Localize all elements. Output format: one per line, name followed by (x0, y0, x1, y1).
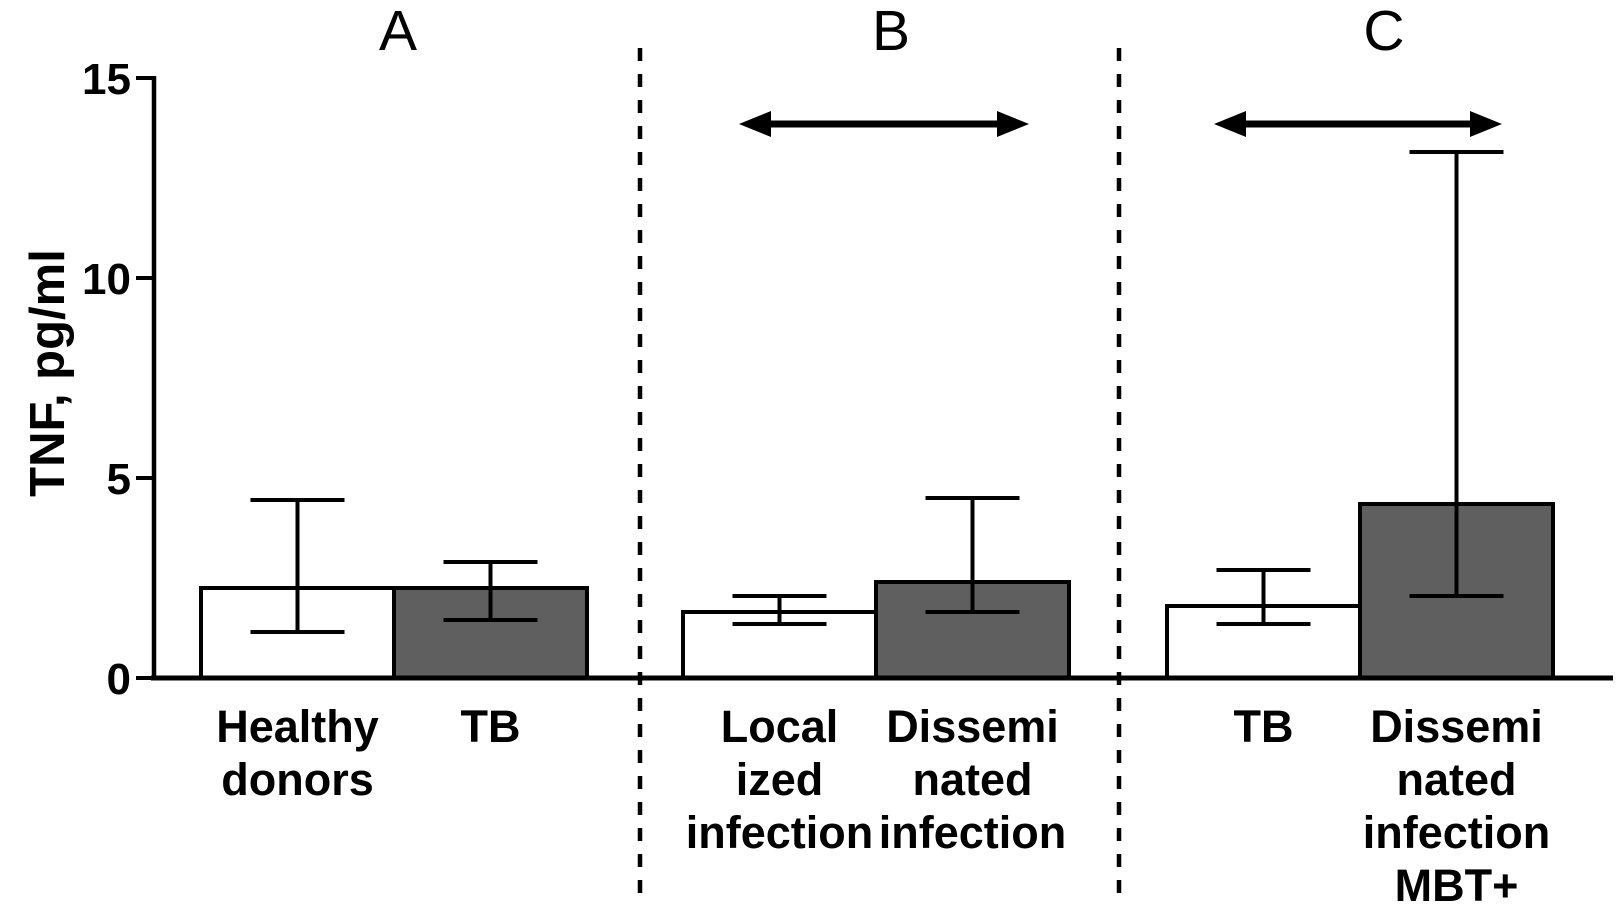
panel-title-c: C (1363, 0, 1404, 63)
y-tick-label-5: 5 (107, 455, 131, 504)
y-axis: 0 5 10 15 (82, 55, 157, 704)
error-bar-disseminated-infection-mbt (1409, 150, 1504, 598)
category-label-disseminated-infection-mbt-line-1: Dissemi (1370, 701, 1543, 752)
y-tick-label-15: 15 (82, 55, 131, 104)
y-tick-label-10: 10 (82, 255, 131, 304)
category-label-localized-infection-line-2: ized (736, 754, 824, 805)
error-bar-tb (1216, 568, 1311, 626)
category-label-disseminated-infection-mbt-line-2: nated (1396, 754, 1516, 805)
category-label-localized-infection-line-3: infection (686, 807, 874, 858)
arrowhead-right (997, 111, 1029, 137)
category-label-disseminated-infection-line-2: nated (912, 754, 1032, 805)
error-bar-tb (443, 560, 538, 622)
category-label-tb-line-1: TB (461, 701, 521, 752)
error-bar-disseminated-infection (925, 496, 1020, 614)
panel-titles: A B C (379, 0, 1405, 63)
panel-separators (637, 48, 1122, 898)
error-bar-healthy-donors (250, 498, 345, 634)
category-label-tb-line-1: TB (1234, 701, 1294, 752)
y-axis-title: TNF, pg/ml (21, 249, 75, 497)
category-label-healthy-donors-line-1: Healthy (216, 701, 379, 752)
y-tick-label-0: 0 (107, 655, 131, 704)
category-label-disseminated-infection-mbt-line-3: infection (1363, 807, 1551, 858)
category-label-disseminated-infection-line-3: infection (879, 807, 1067, 858)
arrowhead-left (739, 111, 771, 137)
category-label-disseminated-infection-line-1: Dissemi (886, 701, 1059, 752)
arrowhead-right (1470, 111, 1502, 137)
comparison-arrows (739, 111, 1502, 137)
category-label-healthy-donors-line-2: donors (221, 754, 374, 805)
category-label-localized-infection-line-1: Local (721, 701, 839, 752)
bars-group (199, 150, 1555, 680)
arrowhead-left (1214, 111, 1246, 137)
double-arrow-panel-c (1214, 111, 1502, 137)
error-bar-localized-infection (732, 594, 827, 626)
category-label-disseminated-infection-mbt-line-4: MBT+ (1395, 860, 1519, 904)
panel-title-b: B (872, 0, 910, 63)
double-arrow-panel-b (739, 111, 1029, 137)
panel-title-a: A (379, 0, 417, 63)
